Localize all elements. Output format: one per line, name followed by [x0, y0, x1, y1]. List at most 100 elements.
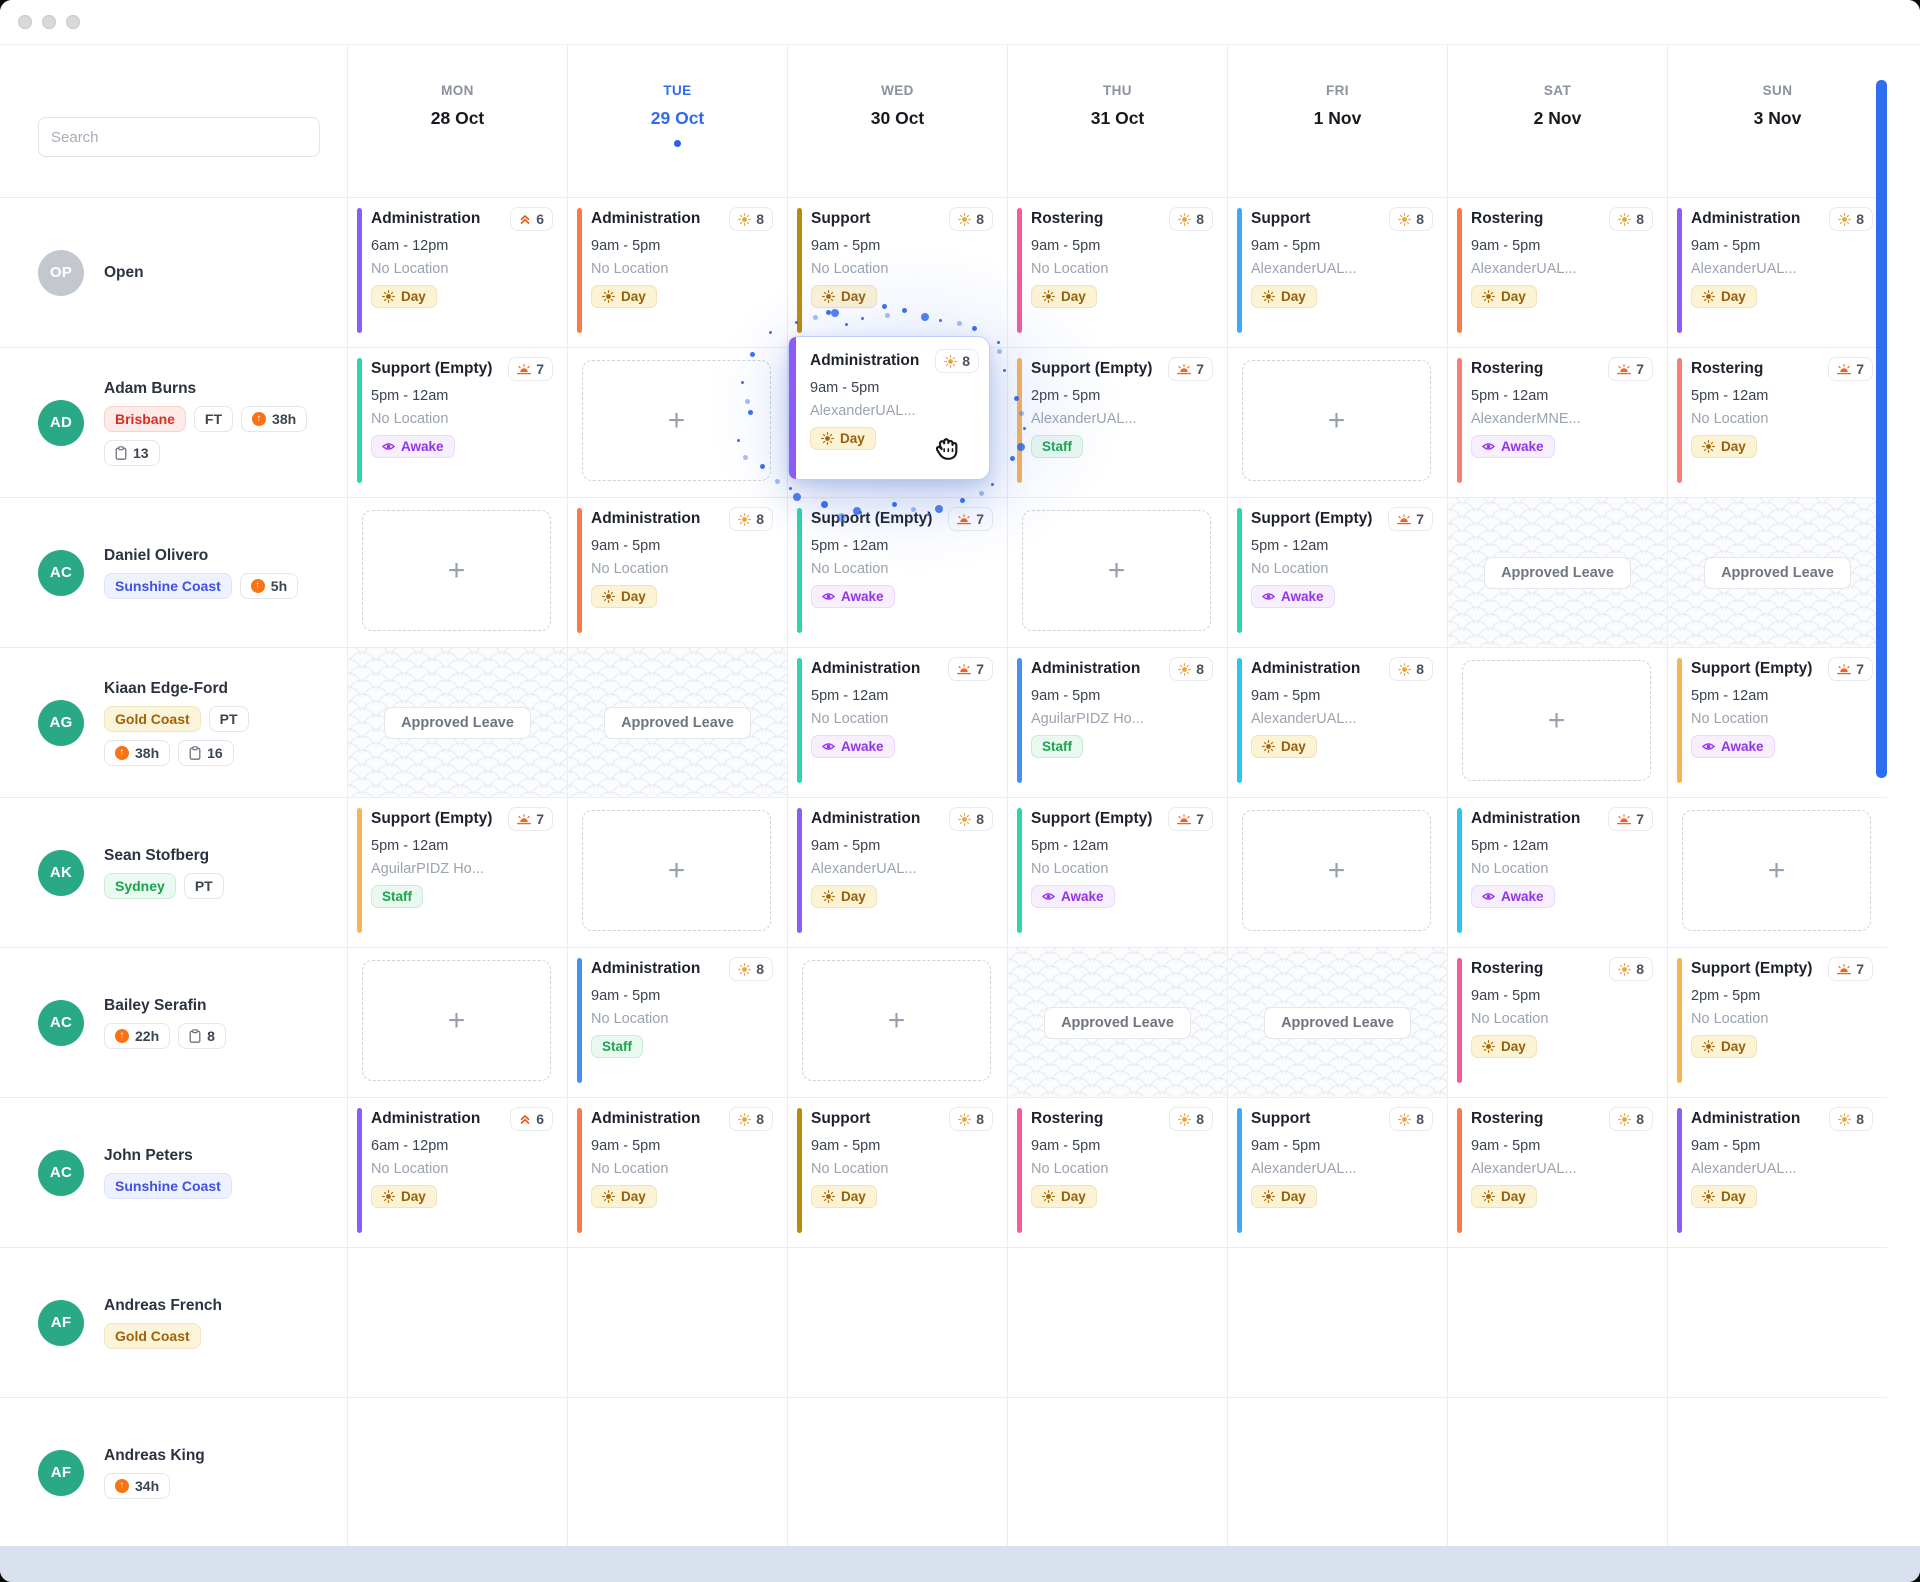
shift-cell-sun: Support (Empty) 7 2pm - 5pm No Location Day — [1667, 947, 1887, 1097]
badge-label: 38h — [135, 744, 160, 761]
shift-card[interactable]: Administration 6 6am - 12pm No Location Day — [357, 1107, 553, 1234]
bottom-scrollbar-track[interactable] — [0, 1546, 1920, 1582]
shift-card[interactable]: Rostering 8 9am - 5pm AlexanderUAL... Day — [1457, 207, 1653, 334]
add-shift-slot[interactable]: + — [1022, 510, 1211, 631]
shift-card[interactable]: Administration 8 9am - 5pm AguilarPIDZ Ho..… — [1017, 657, 1213, 784]
empty-shift-cell-mon: + — [347, 497, 567, 647]
shift-card[interactable]: Rostering 8 9am - 5pm No Location Day — [1017, 1107, 1213, 1234]
sunset-icon — [1837, 363, 1852, 374]
sun-icon — [1398, 1112, 1412, 1126]
eye-icon — [1482, 443, 1495, 450]
shift-card[interactable]: Rostering 8 9am - 5pm No Location Day — [1017, 207, 1213, 334]
plus-icon: + — [667, 403, 686, 437]
plus-icon: + — [1547, 703, 1566, 737]
shift-time: 5pm - 12am — [371, 838, 449, 854]
shift-count-badge: 7 — [1828, 357, 1873, 381]
hours-up-icon: ↑ — [252, 411, 267, 426]
vertical-scrollbar[interactable] — [1876, 80, 1887, 778]
shift-card[interactable]: Support (Empty) 7 5pm - 12am AguilarPIDZ Ho… — [357, 807, 553, 934]
eye-icon — [1702, 743, 1715, 750]
shift-card[interactable]: Rostering 8 9am - 5pm No Location Day — [1457, 957, 1653, 1084]
shift-card[interactable]: Administration 8 9am - 5pm No Location Day — [577, 1107, 773, 1234]
shift-card[interactable]: Administration 8 9am - 5pm AlexanderUAL... D… — [1677, 1107, 1873, 1234]
shift-card[interactable]: Support 8 9am - 5pm No Location Day — [797, 207, 993, 334]
shift-count-value: 7 — [1636, 361, 1644, 377]
shift-card[interactable]: Support (Empty) 7 5pm - 12am No Location Awa… — [1017, 807, 1213, 934]
blank-cell-mon — [347, 1247, 567, 1397]
search-input[interactable] — [38, 117, 320, 157]
shift-card[interactable]: Support (Empty) 7 5pm - 12am No Location Awa… — [1677, 657, 1873, 784]
add-shift-slot[interactable]: + — [582, 810, 771, 931]
shift-location: AlexanderUAL... — [1471, 261, 1577, 277]
shift-location: No Location — [1471, 861, 1549, 877]
tag-label: Staff — [602, 1039, 632, 1054]
plus-icon: + — [1327, 853, 1346, 887]
sunset-icon — [957, 513, 972, 524]
shift-card[interactable]: Support 8 9am - 5pm AlexanderUAL... Day — [1237, 207, 1433, 334]
double-chevron-up-icon — [520, 1115, 530, 1124]
window-close-button[interactable] — [18, 15, 32, 29]
approved-leave-label[interactable]: Approved Leave — [1044, 1006, 1191, 1039]
shift-card[interactable]: Administration 8 9am - 5pm AlexanderUAL... D… — [1677, 207, 1873, 334]
sun-icon — [822, 1190, 835, 1203]
approved-leave-label[interactable]: Approved Leave — [384, 706, 531, 739]
add-shift-slot[interactable]: + — [1242, 360, 1431, 481]
approved-leave-label[interactable]: Approved Leave — [604, 706, 751, 739]
shift-title: Support (Empty) — [811, 510, 933, 527]
add-shift-slot[interactable]: + — [1462, 660, 1651, 781]
shift-card[interactable]: Rostering 7 5pm - 12am AlexanderMNE... Awake — [1457, 357, 1653, 484]
shift-count-value: 8 — [756, 1111, 764, 1127]
approved-leave-label[interactable]: Approved Leave — [1704, 556, 1851, 589]
shift-card[interactable]: Support (Empty) 7 2pm - 5pm AlexanderUAL...… — [1017, 357, 1213, 484]
sun-icon — [822, 890, 835, 903]
shift-card[interactable]: Administration 8 9am - 5pm AlexanderUAL... D… — [797, 807, 993, 934]
sun-icon — [1702, 1040, 1715, 1053]
shift-count-badge: 8 — [1169, 207, 1213, 231]
shift-time: 9am - 5pm — [1031, 688, 1101, 704]
window-zoom-button[interactable] — [66, 15, 80, 29]
shift-time: 9am - 5pm — [1471, 238, 1541, 254]
shift-card[interactable]: Support 8 9am - 5pm No Location Day — [797, 1107, 993, 1234]
shift-card[interactable]: Administration 6 6am - 12pm No Location Day — [357, 207, 553, 334]
shift-card[interactable]: Rostering 7 5pm - 12am No Location Day — [1677, 357, 1873, 484]
shift-card[interactable]: Support (Empty) 7 2pm - 5pm No Location Day — [1677, 957, 1873, 1084]
shift-card[interactable]: Administration 7 5pm - 12am No Location Awak… — [797, 657, 993, 784]
add-shift-slot[interactable]: + — [1682, 810, 1871, 931]
add-shift-slot[interactable]: + — [802, 960, 991, 1081]
sun-icon — [1262, 1190, 1275, 1203]
shift-location: No Location — [371, 1161, 449, 1177]
shift-card[interactable]: Administration 8 9am - 5pm No Location Day — [577, 507, 773, 634]
shift-cell-mon: Administration 6 6am - 12pm No Location Day — [347, 197, 567, 347]
add-shift-slot[interactable]: + — [362, 510, 551, 631]
empty-shift-cell-wed: + — [787, 947, 1007, 1097]
sun-icon — [1262, 290, 1275, 303]
plain-badge: FT — [193, 405, 234, 432]
add-shift-slot[interactable]: + — [1242, 810, 1431, 931]
shift-card[interactable]: Support (Empty) 7 5pm - 12am No Location Awa… — [357, 357, 553, 484]
shift-count-badge: 7 — [1828, 957, 1873, 981]
shift-time: 9am - 5pm — [810, 380, 880, 396]
shift-color-bar — [1677, 958, 1682, 1083]
shift-location: No Location — [1691, 711, 1769, 727]
approved-leave-label[interactable]: Approved Leave — [1484, 556, 1631, 589]
shift-cell-fri: Administration 8 9am - 5pm AlexanderUAL... D… — [1227, 647, 1447, 797]
shift-card[interactable]: Administration 8 9am - 5pm No Location Day — [577, 207, 773, 334]
dragged-shift-card[interactable]: Administration 8 9am - 5pm AlexanderUAL... D… — [788, 336, 990, 480]
shift-card[interactable]: Support (Empty) 7 5pm - 12am No Location Awa… — [1237, 507, 1433, 634]
add-shift-slot[interactable]: + — [582, 360, 771, 481]
tag-label: Day — [841, 889, 866, 904]
tag-label: Day — [1721, 289, 1746, 304]
shift-count-badge: 8 — [949, 807, 993, 831]
shift-count-badge: 7 — [1828, 657, 1873, 681]
shift-card[interactable]: Administration 7 5pm - 12am No Location Awak… — [1457, 807, 1653, 934]
approved-leave-cell-sat: Approved Leave — [1447, 497, 1667, 647]
shift-card[interactable]: Rostering 8 9am - 5pm AlexanderUAL... Day — [1457, 1107, 1653, 1234]
approved-leave-label[interactable]: Approved Leave — [1264, 1006, 1411, 1039]
shift-card[interactable]: Administration 8 9am - 5pm AlexanderUAL... D… — [1237, 657, 1433, 784]
shift-card[interactable]: Administration 8 9am - 5pm No Location Staff — [577, 957, 773, 1084]
add-shift-slot[interactable]: + — [362, 960, 551, 1081]
blank-cell-tue — [567, 1247, 787, 1397]
window-minimize-button[interactable] — [42, 15, 56, 29]
shift-card[interactable]: Support 8 9am - 5pm AlexanderUAL... Day — [1237, 1107, 1433, 1234]
shift-card[interactable]: Support (Empty) 7 5pm - 12am No Location Awa… — [797, 507, 993, 634]
